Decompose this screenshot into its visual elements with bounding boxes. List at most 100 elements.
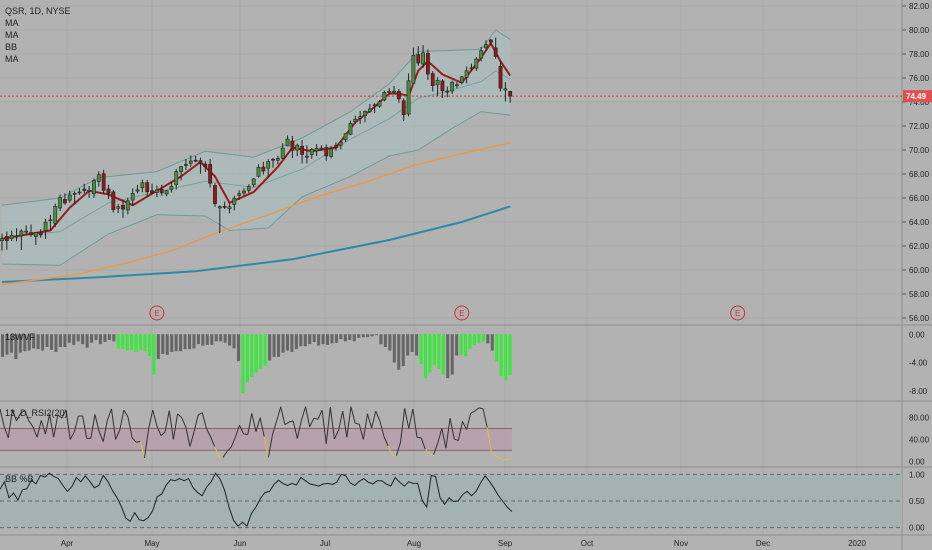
- rsi-line-segment: [0, 408, 5, 427]
- rsi-line-segment: [412, 408, 418, 438]
- rsi-line-segment: [474, 407, 480, 412]
- rsi-line-segment: [210, 436, 216, 447]
- wvf-bar: [366, 334, 370, 338]
- wvf-bar: [67, 334, 71, 343]
- rsi-line-segment: [152, 409, 158, 426]
- bollinger-lower-line: [1, 111, 511, 266]
- earnings-marker-label: E: [735, 309, 740, 318]
- wvf-bar: [432, 334, 436, 365]
- wvf-bar: [259, 334, 263, 369]
- earnings-marker-icon: [454, 305, 470, 321]
- indicator-panels: 0.00 -4.00 -8.00 80.00 40.00 0.00 1.00 0.50 0.00: [0, 330, 930, 533]
- candle-body: [164, 190, 169, 195]
- time-axis: Apr May Jun Jul Aug Sep Oct Nov Dec 2020: [61, 539, 867, 548]
- wvf-bar: [125, 334, 129, 351]
- rsi-line-segment: [470, 410, 476, 414]
- rsi-line-segment: [276, 406, 282, 422]
- rsi-line-segment: [503, 458, 508, 461]
- last-price-label: 74.49: [906, 92, 927, 101]
- wvf-bar: [499, 334, 503, 377]
- rsi-line-segment: [346, 406, 352, 438]
- wvf-bar: [5, 334, 9, 355]
- rsi-line-segment: [466, 413, 472, 430]
- candle-body: [348, 123, 353, 135]
- wvf-bar: [277, 334, 281, 357]
- bbpct-panel-label[interactable]: BB %B: [5, 474, 34, 484]
- candle-body: [474, 58, 479, 69]
- candle-body: [396, 91, 401, 100]
- wvf-bar: [236, 334, 241, 362]
- wvf-bar: [94, 334, 98, 340]
- candle-body: [421, 52, 425, 65]
- rsi-line-segment: [197, 412, 203, 416]
- rsi-line-segment: [222, 451, 228, 458]
- rsi-line-segment: [272, 420, 278, 435]
- wvf-bar: [401, 334, 405, 367]
- wvf-tick-label: -8.00: [909, 387, 928, 396]
- rsi-line-segment: [383, 436, 389, 447]
- wvf-bar: [9, 334, 13, 353]
- rsi-line-segment: [387, 445, 393, 456]
- rsi-line-segment: [189, 431, 195, 447]
- candle-body: [372, 104, 377, 107]
- rsi-line-segment: [408, 408, 414, 429]
- candle-body: [363, 111, 367, 117]
- wvf-bar: [486, 334, 490, 344]
- wvf-bar: [419, 334, 423, 364]
- earnings-marker-label: E: [154, 309, 159, 318]
- rsi-line-segment: [404, 408, 410, 429]
- wvf-bar: [121, 334, 125, 350]
- wvf-bar: [219, 334, 223, 342]
- rsi-line-segment: [168, 410, 174, 440]
- indicator-label-ma3[interactable]: MA: [5, 54, 19, 64]
- rsi-line-segment: [11, 409, 17, 422]
- candle-body: [140, 182, 145, 188]
- candle-body: [275, 158, 280, 161]
- rsi-panel-label[interactable]: 13_D_RSI2(20): [5, 408, 68, 418]
- time-axis-label: Jul: [320, 539, 330, 548]
- indicator-label-bb[interactable]: BB: [5, 42, 18, 52]
- candle-body: [329, 148, 334, 157]
- candle-body: [508, 91, 513, 97]
- candle-body: [450, 82, 455, 92]
- rsi-line-segment: [392, 454, 397, 457]
- candle-body: [445, 90, 450, 93]
- rsi-line-segment: [234, 425, 240, 438]
- candle-body: [53, 206, 58, 224]
- candle-body: [87, 189, 92, 192]
- time-axis-label: Apr: [61, 539, 74, 548]
- wvf-panel-label[interactable]: 13WVF: [5, 332, 36, 342]
- rsi-line-segment: [44, 414, 51, 435]
- candlestick-series[interactable]: [0, 37, 513, 251]
- wvf-bar: [223, 334, 227, 343]
- candle-body: [159, 188, 164, 194]
- symbol-title[interactable]: QSR, 1D, NYSE: [5, 6, 71, 16]
- candle-body: [261, 166, 266, 172]
- rsi-line-segment: [507, 458, 513, 461]
- indicator-label-ma1[interactable]: MA: [5, 18, 19, 28]
- candle-body: [0, 238, 4, 241]
- candle-body: [426, 52, 430, 75]
- candle-body: [150, 190, 154, 194]
- wvf-bar: [441, 334, 445, 375]
- indicator-label-ma2[interactable]: MA: [5, 30, 19, 40]
- rsi-line-segment: [177, 413, 183, 419]
- rsi-line-segment: [61, 409, 67, 419]
- candle-body: [4, 236, 9, 241]
- wvf-bar: [107, 334, 111, 340]
- rsi-line-segment: [230, 437, 236, 448]
- rsi-tick-label: 40.00: [909, 435, 930, 444]
- wvf-bar: [415, 334, 419, 356]
- rsi-line-segment: [102, 420, 108, 442]
- rsi-line-segment: [218, 455, 224, 458]
- candle-body: [208, 164, 213, 184]
- rsi-line-segment: [206, 428, 212, 437]
- wvf-bar: [196, 334, 200, 345]
- rsi-line-segment: [499, 457, 504, 460]
- rsi-line-segment: [395, 442, 401, 456]
- rsi-line-segment: [420, 437, 426, 450]
- rsi-line-segment: [329, 407, 335, 439]
- candle-body: [169, 186, 174, 190]
